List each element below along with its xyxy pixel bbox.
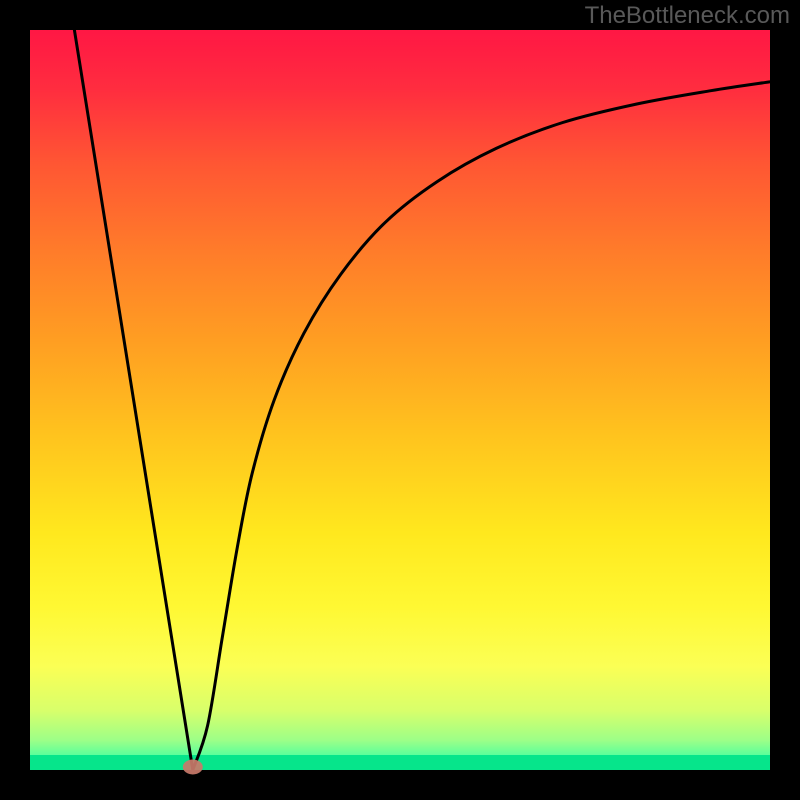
chart-container: TheBottleneck.com xyxy=(0,0,800,800)
bottom-green-band xyxy=(30,755,770,770)
watermark-text: TheBottleneck.com xyxy=(585,2,790,30)
bottleneck-chart xyxy=(0,0,800,800)
plot-background xyxy=(30,30,770,770)
optimal-point-marker xyxy=(183,760,203,775)
